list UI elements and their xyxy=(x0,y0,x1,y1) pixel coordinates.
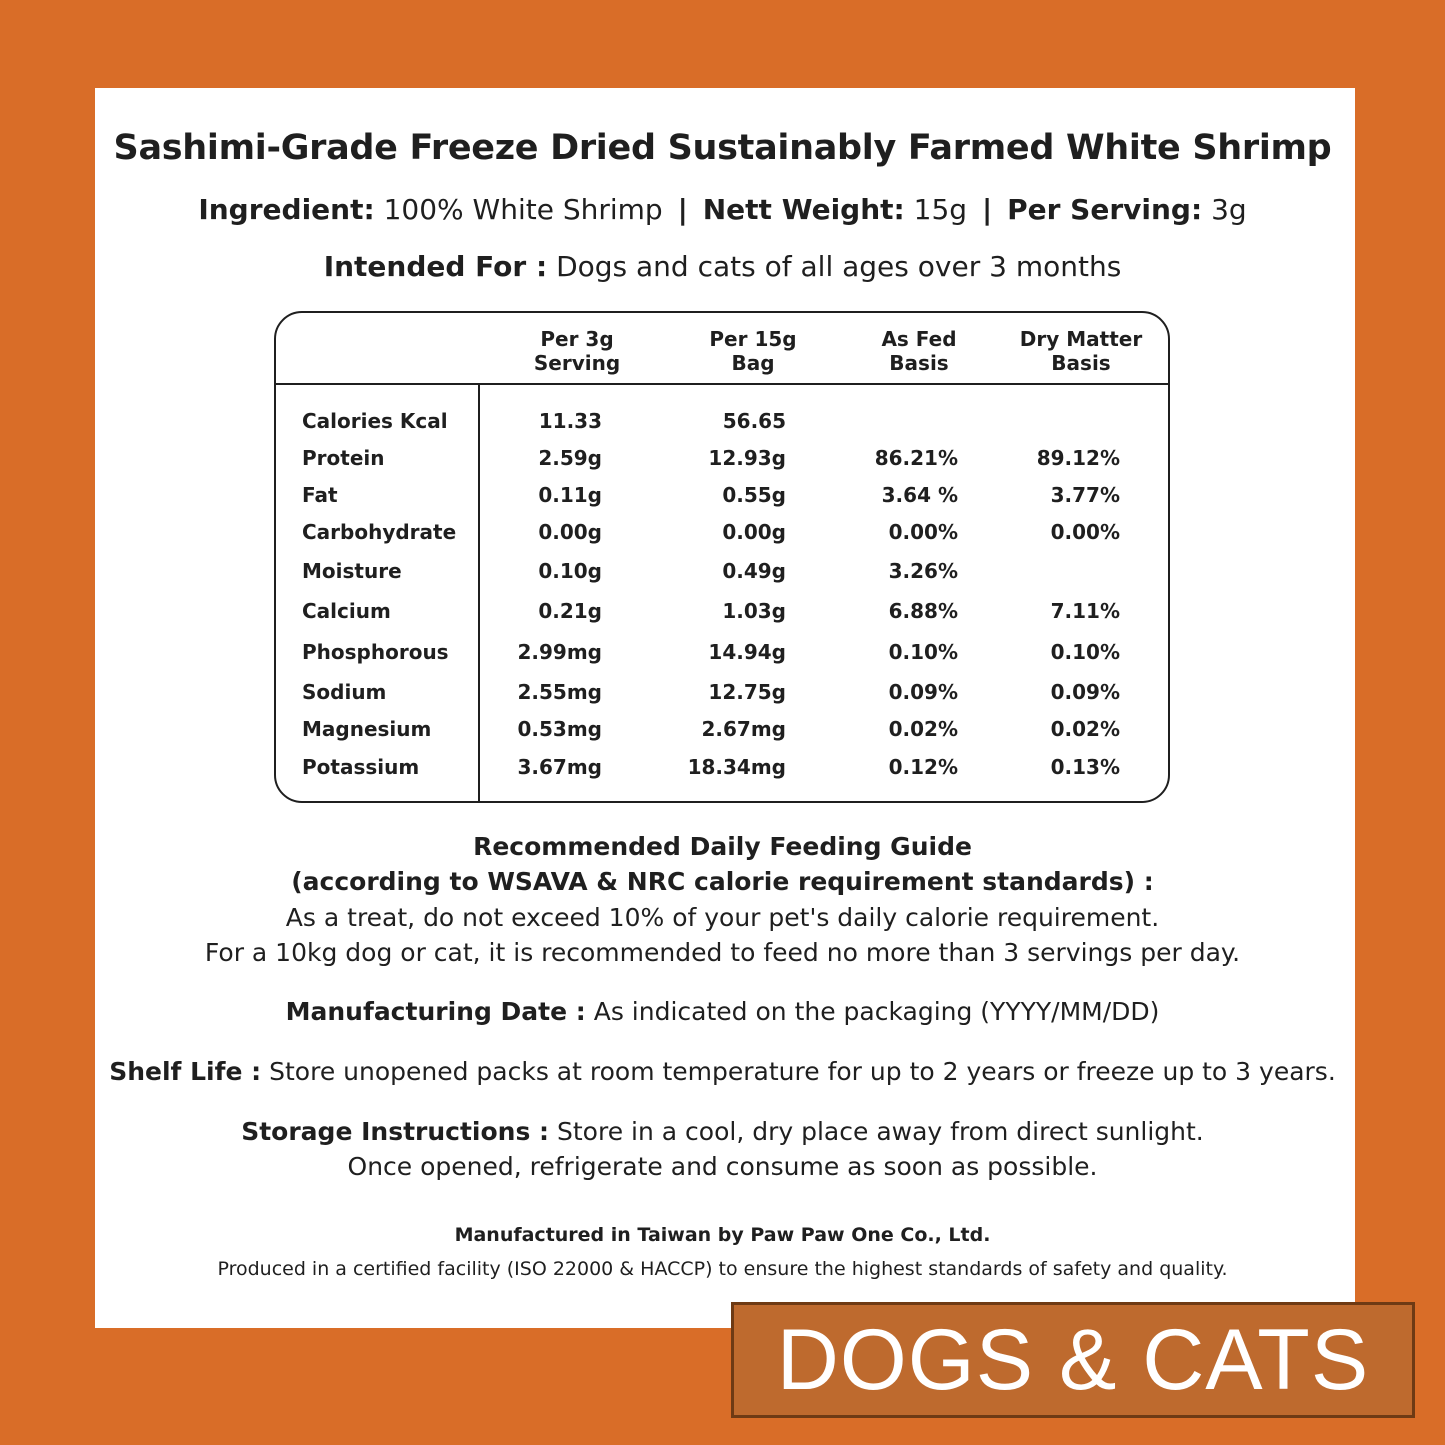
header-line: Serving xyxy=(533,351,621,375)
label-card xyxy=(95,88,1355,1328)
nutrient-label: Sodium xyxy=(302,680,387,704)
per-serving-value: 2.55mg xyxy=(517,680,602,704)
storage-value: Store in a cool, dry place away from dir… xyxy=(557,1117,1204,1146)
dry-matter-value: 7.11% xyxy=(1050,599,1120,623)
per-bag-value: 14.94g xyxy=(708,640,786,664)
intended-label: Intended For : xyxy=(323,250,548,283)
per-serving-value: 0.53mg xyxy=(517,717,602,741)
per-serving-value: 2.99mg xyxy=(517,640,602,664)
as-fed-value: 3.64 % xyxy=(881,483,958,507)
shelf-life-line: Shelf Life : Store unopened packs at roo… xyxy=(0,1057,1445,1086)
header-divider xyxy=(276,383,1168,385)
separator: | xyxy=(981,193,993,226)
per-bag-value: 18.34mg xyxy=(687,755,786,779)
nutrient-label: Protein xyxy=(302,446,385,470)
feeding-guide-text: For a 10kg dog or cat, it is recommended… xyxy=(204,938,1241,967)
per-serving-value: 0.10g xyxy=(538,559,602,583)
per-bag-value: 12.75g xyxy=(708,680,786,704)
per-bag-value: 56.65 xyxy=(722,409,786,433)
serving-label: Per Serving: xyxy=(1007,193,1203,226)
weight-label: Nett Weight: xyxy=(702,193,905,226)
ingredient-label: Ingredient: xyxy=(198,193,375,226)
manufacturing-label: Manufacturing Date : xyxy=(285,997,586,1026)
per-serving-value: 3.67mg xyxy=(517,755,602,779)
per-bag-value: 0.55g xyxy=(722,483,786,507)
ingredient-value: 100% White Shrimp xyxy=(383,193,663,226)
manufacturer-line: Manufactured in Taiwan by Paw Paw One Co… xyxy=(454,1224,991,1246)
header-dry-matter: Dry Matter Basis xyxy=(996,327,1166,375)
nutrient-label: Magnesium xyxy=(302,717,432,741)
feeding-guide-text: As a treat, do not exceed 10% of your pe… xyxy=(285,903,1160,932)
nutrient-label: Calcium xyxy=(302,599,391,623)
manufacturing-date-line: Manufacturing Date : As indicated on the… xyxy=(0,997,1445,1026)
header-per-bag: Per 15g Bag xyxy=(668,327,838,375)
serving-value: 3g xyxy=(1211,193,1247,226)
feeding-guide-subheading: (according to WSAVA & NRC calorie requir… xyxy=(291,867,1154,896)
nutrient-label: Fat xyxy=(302,483,338,507)
dry-matter-value: 3.77% xyxy=(1050,483,1120,507)
nutrient-label: Calories Kcal xyxy=(302,409,448,433)
as-fed-value: 86.21% xyxy=(874,446,958,470)
per-bag-value: 2.67mg xyxy=(701,717,786,741)
separator: | xyxy=(677,193,688,226)
per-serving-value: 0.00g xyxy=(538,520,602,544)
header-line: Per 3g xyxy=(540,327,614,351)
header-per-serving: Per 3g Serving xyxy=(492,327,662,375)
header-line: Basis xyxy=(1051,351,1111,375)
dogs-cats-badge: DOGS & CATS xyxy=(731,1302,1415,1418)
per-bag-value: 0.49g xyxy=(722,559,786,583)
as-fed-value: 0.12% xyxy=(888,755,958,779)
shelf-life-value: Store unopened packs at room temperature… xyxy=(269,1057,1336,1086)
intended-for-line: Intended For : Dogs and cats of all ages… xyxy=(0,250,1445,283)
as-fed-value: 3.26% xyxy=(888,559,958,583)
dry-matter-value: 0.02% xyxy=(1050,717,1120,741)
header-line: Dry Matter xyxy=(1019,327,1143,351)
as-fed-value: 0.09% xyxy=(888,680,958,704)
as-fed-value: 0.10% xyxy=(888,640,958,664)
header-line: Bag xyxy=(731,351,775,375)
per-bag-value: 12.93g xyxy=(708,446,786,470)
per-bag-value: 1.03g xyxy=(722,599,786,623)
per-serving-value: 0.11g xyxy=(538,483,602,507)
shelf-life-label: Shelf Life : xyxy=(109,1057,262,1086)
dry-matter-value: 0.13% xyxy=(1050,755,1120,779)
manufacturing-value: As indicated on the packaging (YYYY/MM/D… xyxy=(593,997,1160,1026)
weight-value: 15g xyxy=(913,193,968,226)
nutrient-label: Phosphorous xyxy=(302,640,449,664)
product-info-line: Ingredient: 100% White Shrimp | Nett Wei… xyxy=(0,193,1445,226)
nutrient-label: Moisture xyxy=(302,559,402,583)
intended-value: Dogs and cats of all ages over 3 months xyxy=(556,250,1122,283)
certification-line: Produced in a certified facility (ISO 22… xyxy=(217,1258,1228,1280)
feeding-guide-heading: Recommended Daily Feeding Guide xyxy=(473,832,972,861)
as-fed-value: 6.88% xyxy=(888,599,958,623)
nutrient-label: Potassium xyxy=(302,755,420,779)
product-title: Sashimi-Grade Freeze Dried Sustainably F… xyxy=(113,128,1332,168)
dry-matter-value: 0.10% xyxy=(1050,640,1120,664)
dry-matter-value: 89.12% xyxy=(1036,446,1120,470)
as-fed-value: 0.00% xyxy=(888,520,958,544)
header-line: Per 15g xyxy=(709,327,797,351)
per-bag-value: 0.00g xyxy=(722,520,786,544)
storage-line: Storage Instructions : Store in a cool, … xyxy=(0,1117,1445,1146)
dry-matter-value: 0.00% xyxy=(1050,520,1120,544)
as-fed-value: 0.02% xyxy=(888,717,958,741)
per-serving-value: 0.21g xyxy=(538,599,602,623)
nutrient-label: Carbohydrate xyxy=(302,520,457,544)
per-serving-value: 2.59g xyxy=(538,446,602,470)
nutrition-table: Per 3g Serving Per 15g Bag As Fed Basis … xyxy=(274,311,1170,803)
dry-matter-value: 0.09% xyxy=(1050,680,1120,704)
header-as-fed: As Fed Basis xyxy=(834,327,1004,375)
header-line: As Fed xyxy=(881,327,957,351)
storage-label: Storage Instructions : xyxy=(241,1117,550,1146)
label-column-divider xyxy=(478,384,480,801)
header-line: Basis xyxy=(889,351,949,375)
storage-line-2: Once opened, refrigerate and consume as … xyxy=(347,1152,1098,1181)
per-serving-value: 11.33 xyxy=(538,409,602,433)
